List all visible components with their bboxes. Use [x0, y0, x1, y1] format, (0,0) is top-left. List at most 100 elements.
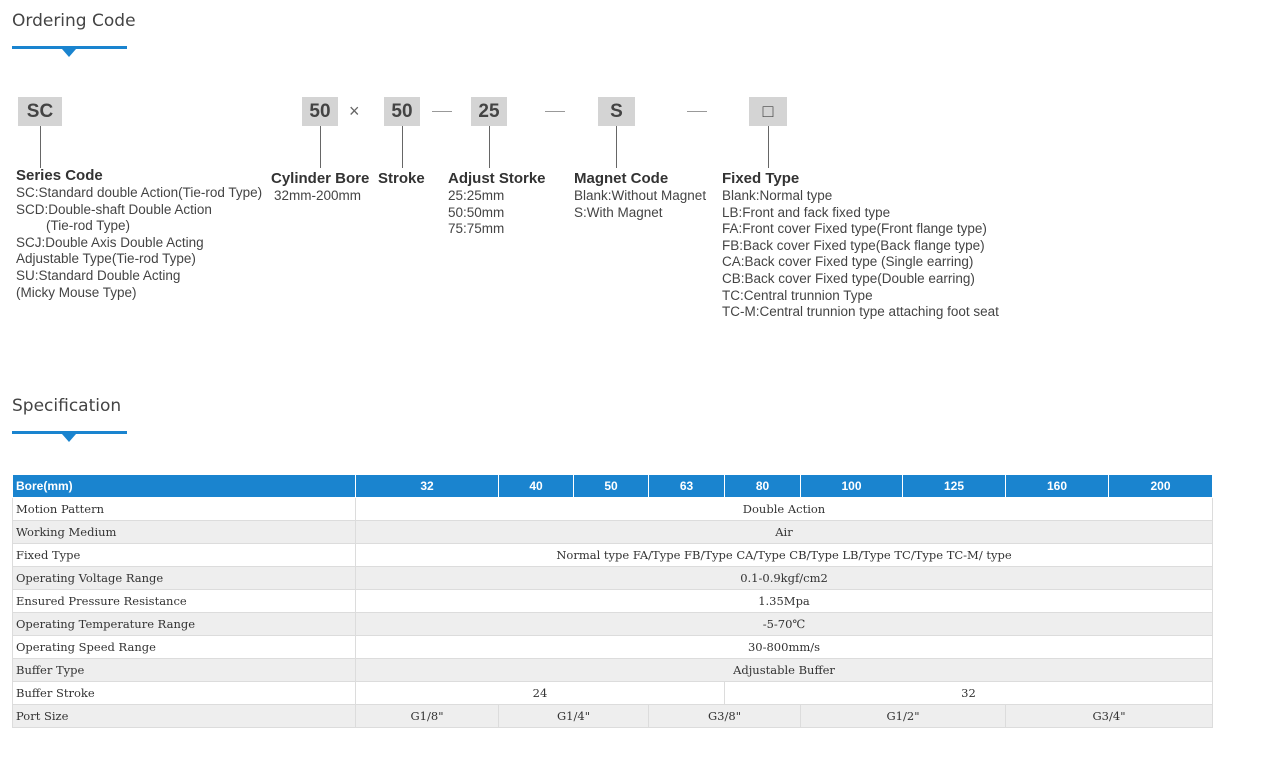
- magnet-group: Magnet Code Blank:Without Magnet S:With …: [574, 170, 706, 221]
- dash-separator: [687, 111, 707, 112]
- table-row: Port Size G1/8" G1/4" G3/8" G1/2" G3/4": [12, 704, 1213, 728]
- fixed-type-line: FB:Back cover Fixed type(Back flange typ…: [722, 237, 985, 253]
- row-value: Air: [355, 520, 1213, 544]
- bore-code-box: 50: [302, 97, 338, 126]
- row-value: -5-70℃: [355, 612, 1213, 636]
- adjust-code-box: 25: [471, 97, 507, 126]
- row-value: 24: [355, 681, 725, 705]
- row-value: Normal type FA/Type FB/Type CA/Type CB/T…: [355, 543, 1213, 567]
- bore-heading: Cylinder Bore: [271, 170, 370, 187]
- table-header-row: Bore(mm) 32 40 50 63 80 100 125 160 200: [12, 474, 1213, 498]
- dash-separator: [432, 111, 452, 112]
- magnet-line: Blank:Without Magnet: [574, 188, 707, 203]
- ordering-code-underline: [12, 46, 127, 49]
- row-label: Port Size: [12, 704, 356, 728]
- fixed-connector: [768, 126, 769, 168]
- bore-connector: [320, 126, 321, 168]
- row-value: 0.1-0.9kgf/cm2: [355, 566, 1213, 590]
- row-value: G1/2": [800, 704, 1006, 728]
- table-row: Fixed Type Normal type FA/Type FB/Type C…: [12, 543, 1213, 567]
- bore-group: Cylinder Bore 32mm-200mm: [271, 170, 369, 205]
- header-cell: 80: [724, 474, 801, 498]
- row-label: Fixed Type: [12, 543, 356, 567]
- adjust-line: 25:25mm: [448, 188, 505, 203]
- ordering-code-title: Ordering Code: [12, 11, 136, 31]
- times-sign: ×: [349, 101, 360, 121]
- adjust-connector: [489, 126, 490, 168]
- specification-title: Specification: [12, 396, 122, 416]
- table-row: Operating Speed Range 30-800mm/s: [12, 635, 1213, 659]
- header-cell: 50: [573, 474, 649, 498]
- specification-table: Bore(mm) 32 40 50 63 80 100 125 160 200 …: [12, 474, 1213, 728]
- row-value: Adjustable Buffer: [355, 658, 1213, 682]
- row-label: Motion Pattern: [12, 497, 356, 521]
- series-line: (Tie-rod Type): [46, 218, 131, 234]
- series-code-heading: Series Code: [16, 167, 103, 184]
- row-value: 32: [724, 681, 1213, 705]
- row-label: Operating Temperature Range: [12, 612, 356, 636]
- series-line: SU:Standard Double Acting: [16, 267, 181, 283]
- row-label: Operating Voltage Range: [12, 566, 356, 590]
- fixed-type-line: Blank:Normal type: [722, 188, 833, 203]
- fixed-type-heading: Fixed Type: [722, 170, 800, 187]
- magnet-code-box: S: [598, 97, 635, 126]
- row-value: Double Action: [355, 497, 1213, 521]
- header-cell: 63: [648, 474, 725, 498]
- dash-separator: [545, 111, 565, 112]
- row-value: G1/8": [355, 704, 499, 728]
- adjust-line: 50:50mm: [448, 204, 505, 220]
- series-line: (Micky Mouse Type): [16, 284, 137, 300]
- table-row: Operating Temperature Range -5-70℃: [12, 612, 1213, 636]
- header-cell: 32: [355, 474, 499, 498]
- series-code-box: SC: [18, 97, 62, 126]
- table-row: Buffer Type Adjustable Buffer: [12, 658, 1213, 682]
- fixed-code-box: □: [749, 97, 787, 126]
- row-value: 30-800mm/s: [355, 635, 1213, 659]
- fixed-type-line: CB:Back cover Fixed type(Double earring): [722, 270, 975, 286]
- row-value: 1.35Mpa: [355, 589, 1213, 613]
- header-cell: 125: [902, 474, 1006, 498]
- table-row: Motion Pattern Double Action: [12, 497, 1213, 521]
- header-cell: 200: [1108, 474, 1213, 498]
- fixed-type-line: TC-M:Central trunnion type attaching foo…: [722, 304, 999, 320]
- magnet-heading: Magnet Code: [574, 170, 669, 187]
- row-value: G3/4": [1005, 704, 1213, 728]
- down-triangle-icon: [62, 434, 76, 442]
- row-value: G3/8": [648, 704, 801, 728]
- row-label: Buffer Type: [12, 658, 356, 682]
- row-value: G1/4": [498, 704, 649, 728]
- fixed-type-line: FA:Front cover Fixed type(Front flange t…: [722, 221, 987, 237]
- series-line: Adjustable Type(Tie-rod Type): [16, 251, 196, 267]
- series-line: SCD:Double-shaft Double Action: [16, 201, 212, 217]
- header-cell: 40: [498, 474, 574, 498]
- header-cell: 160: [1005, 474, 1109, 498]
- row-label: Ensured Pressure Resistance: [12, 589, 356, 613]
- stroke-connector: [402, 126, 403, 168]
- row-label: Buffer Stroke: [12, 681, 356, 705]
- adjust-line: 75:75mm: [448, 221, 505, 237]
- fixed-type-line: LB:Front and fack fixed type: [722, 204, 891, 220]
- stroke-code-box: 50: [384, 97, 420, 126]
- fixed-type-line: TC:Central trunnion Type: [722, 287, 873, 303]
- specification-underline: [12, 431, 127, 434]
- series-line: SCJ:Double Axis Double Acting: [16, 234, 204, 250]
- series-line: SC:Standard double Action(Tie-rod Type): [16, 185, 263, 200]
- magnet-connector: [616, 126, 617, 168]
- table-row: Ensured Pressure Resistance 1.35Mpa: [12, 589, 1213, 613]
- header-cell: Bore(mm): [12, 474, 356, 498]
- table-row: Operating Voltage Range 0.1-0.9kgf/cm2: [12, 566, 1213, 590]
- bore-line: 32mm-200mm: [274, 188, 362, 203]
- magnet-line: S:With Magnet: [574, 204, 663, 220]
- row-label: Working Medium: [12, 520, 356, 544]
- row-label: Operating Speed Range: [12, 635, 356, 659]
- adjust-heading: Adjust Storke: [448, 170, 546, 187]
- table-row: Working Medium Air: [12, 520, 1213, 544]
- adjust-group: Adjust Storke 25:25mm 50:50mm 75:75mm: [448, 170, 546, 238]
- header-cell: 100: [800, 474, 903, 498]
- series-connector: [40, 126, 41, 168]
- stroke-group: Stroke: [378, 170, 425, 188]
- series-code-group: Series Code SC:Standard double Action(Ti…: [16, 167, 262, 301]
- fixed-type-group: Fixed Type Blank:Normal type LB:Front an…: [722, 170, 999, 321]
- down-triangle-icon: [62, 49, 76, 57]
- stroke-heading: Stroke: [378, 170, 425, 187]
